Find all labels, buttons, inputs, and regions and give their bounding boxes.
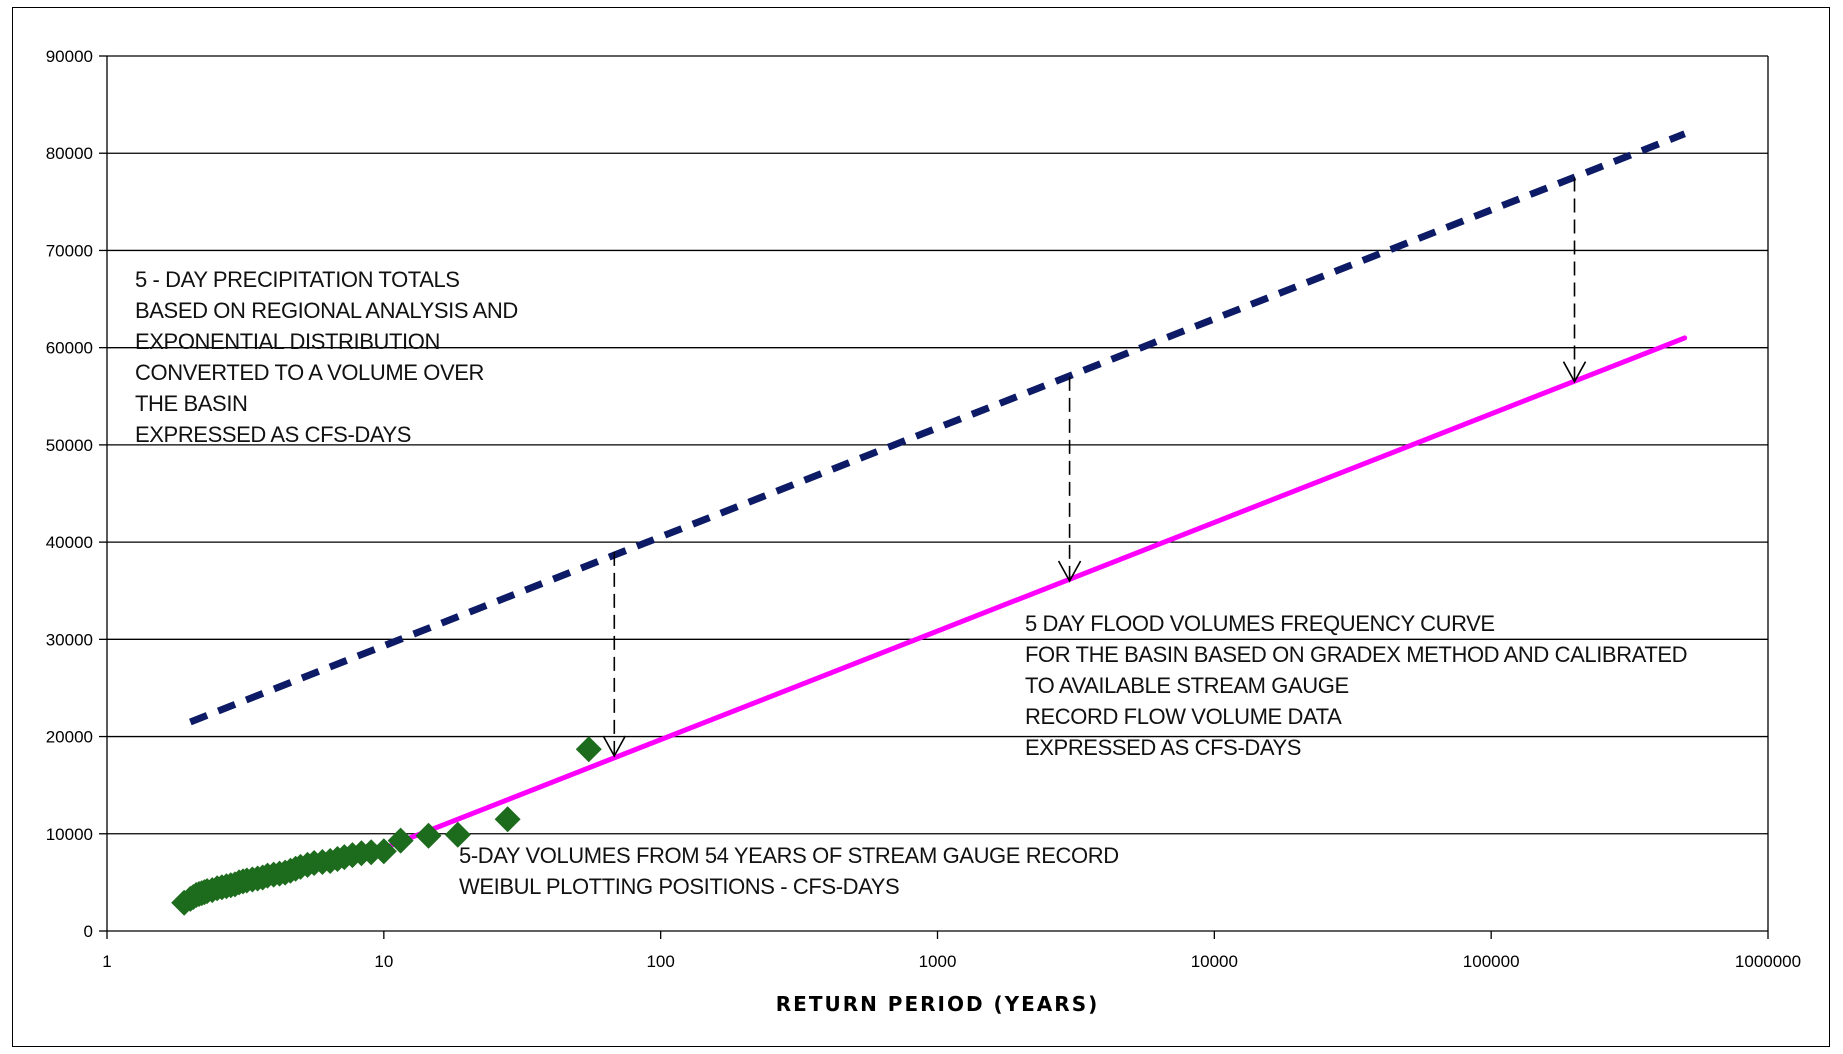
arrow-head	[1562, 361, 1587, 384]
gauge-annotation-line: WEIBUL PLOTTING POSITIONS - CFS-DAYS	[459, 874, 899, 899]
x-tick-label: 1000000	[1735, 952, 1801, 971]
series	[171, 130, 1688, 916]
arrow-head	[602, 735, 627, 758]
x-tick-label: 1	[102, 952, 111, 971]
gauge-data-point	[387, 827, 414, 854]
x-tick-label: 100000	[1463, 952, 1520, 971]
flood-curve-annotation-line: RECORD FLOW VOLUME DATA	[1025, 704, 1342, 729]
gauge-data-point	[370, 838, 397, 865]
gridlines	[107, 55, 1768, 835]
gauge-data-point	[494, 806, 521, 833]
flood-curve-annotation-line: 5 DAY FLOOD VOLUMES FREQUENCY CURVE	[1025, 611, 1495, 636]
gauge-data-point	[575, 736, 602, 763]
gauge-data-point	[415, 822, 442, 849]
arrow-head	[1057, 560, 1082, 583]
y-tick-label: 90000	[46, 47, 93, 66]
chart-svg: 0 10000 20000 30000 40000 50000 60000 70000 8000…	[46, 47, 1801, 1016]
y-tick-label: 0	[84, 922, 93, 941]
precipitation-annotation-line: BASED ON REGIONAL ANALYSIS AND	[135, 298, 518, 323]
x-tick-label: 10000	[1191, 952, 1238, 971]
y-tick-label: 50000	[46, 436, 93, 455]
chart-frame: 0 10000 20000 30000 40000 50000 60000 70000 8000…	[12, 7, 1830, 1047]
precipitation-annotation-line: EXPRESSED AS CFS-DAYS	[135, 422, 411, 447]
x-axis-title: RETURN PERIOD (YEARS)	[776, 992, 1099, 1016]
precipitation-annotation-line: THE BASIN	[135, 391, 248, 416]
precipitation-annotation-line: CONVERTED TO A VOLUME OVER	[135, 360, 484, 385]
flood-curve-annotation-line: EXPRESSED AS CFS-DAYS	[1025, 735, 1301, 760]
flood-curve-annotation-line: FOR THE BASIN BASED ON GRADEX METHOD AND…	[1025, 642, 1687, 667]
precipitation-annotation-line: EXPONENTIAL DISTRIBUTION	[135, 329, 440, 354]
gauge-annotation-line: 5-DAY VOLUMES FROM 54 YEARS OF STREAM GA…	[459, 843, 1119, 868]
y-tick-label: 30000	[46, 630, 93, 649]
precipitation-annotation-line: 5 - DAY PRECIPITATION TOTALS	[135, 267, 460, 292]
y-tick-label: 60000	[46, 339, 93, 358]
axes: 0 10000 20000 30000 40000 50000 60000 70000 8000…	[46, 47, 1801, 971]
x-tick-label: 100	[646, 952, 674, 971]
y-tick-label: 80000	[46, 144, 93, 163]
y-tick-label: 10000	[46, 825, 93, 844]
arrows	[602, 177, 1587, 758]
x-tick-label: 10	[374, 952, 393, 971]
annotations: 5 - DAY PRECIPITATION TOTALS BASED ON REG…	[135, 267, 1688, 899]
flood-curve-annotation-line: TO AVAILABLE STREAM GAUGE	[1025, 673, 1349, 698]
y-tick-label: 40000	[46, 533, 93, 552]
y-tick-label: 70000	[46, 241, 93, 260]
x-tick-label: 1000	[919, 952, 957, 971]
flood-frequency-curve	[368, 335, 1688, 856]
gauge-data-point	[444, 821, 471, 848]
y-tick-label: 20000	[46, 728, 93, 747]
